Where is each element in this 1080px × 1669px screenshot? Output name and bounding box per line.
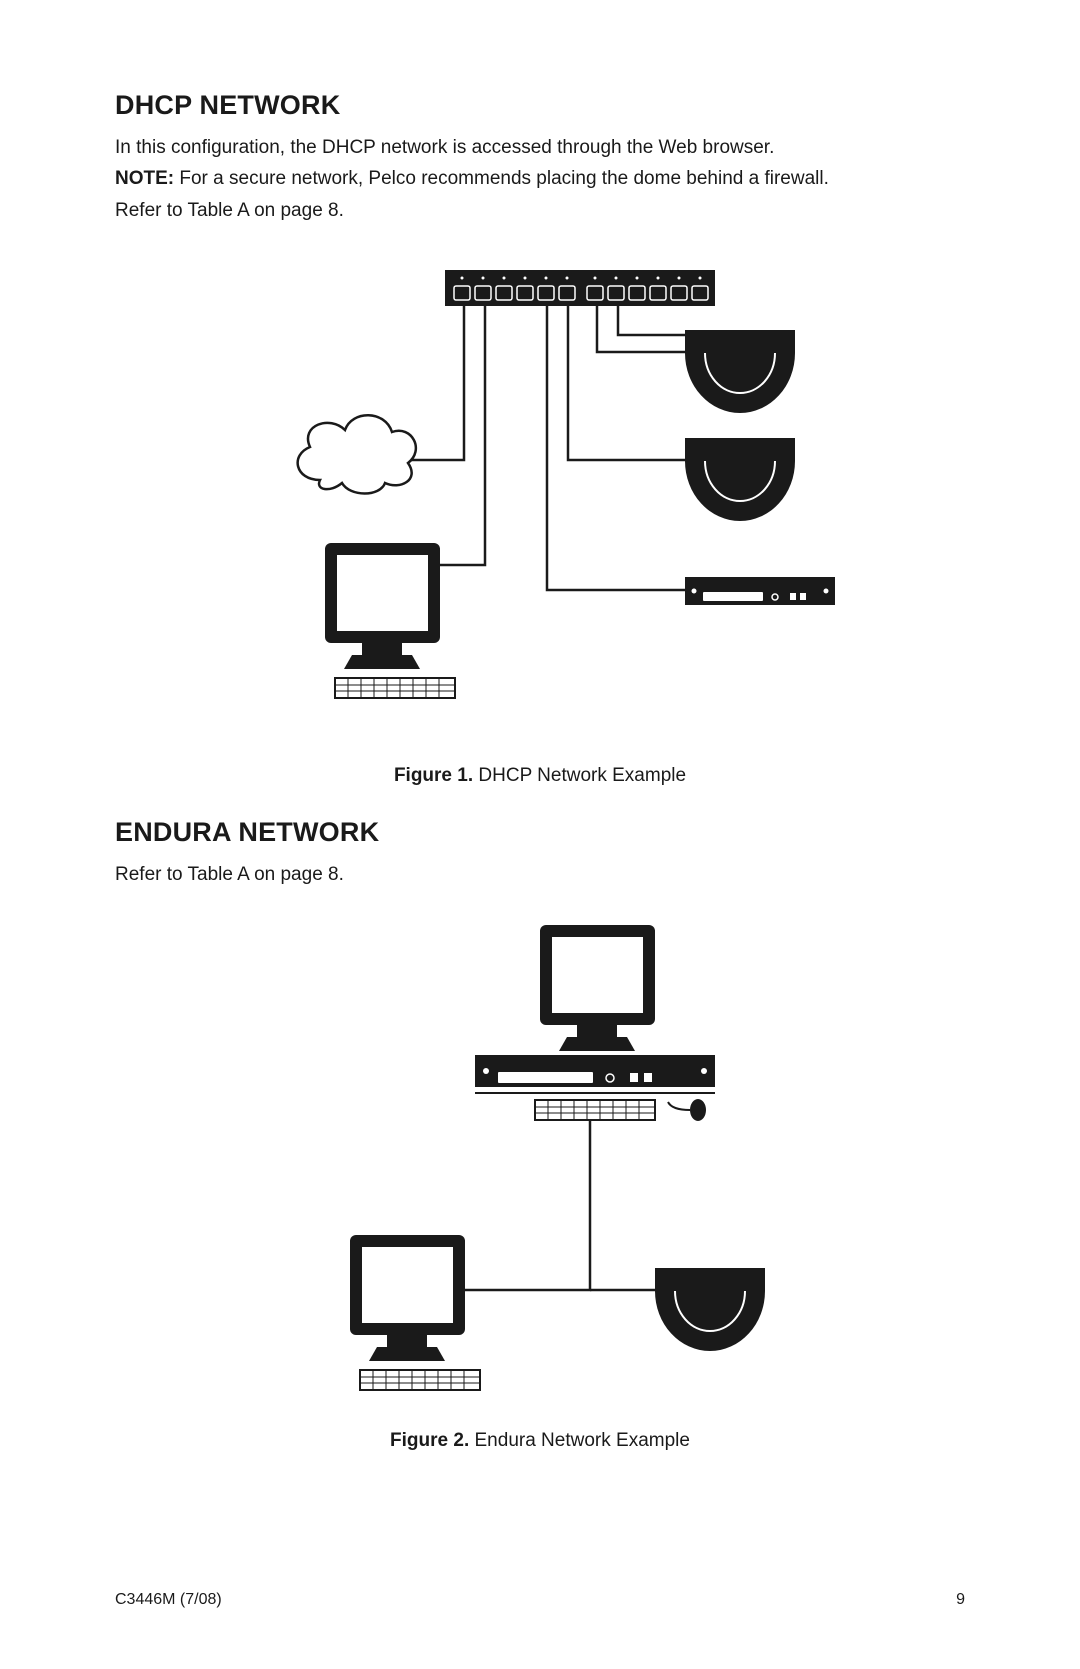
caption-text: DHCP Network Example bbox=[473, 765, 686, 786]
body-paragraph: In this configuration, the DHCP network … bbox=[115, 133, 965, 162]
switch-icon bbox=[445, 270, 715, 306]
body-paragraph: Refer to Table A on page 8. bbox=[115, 860, 965, 889]
dome-camera-icon bbox=[655, 1268, 765, 1351]
caption-text: Endura Network Example bbox=[469, 1430, 690, 1451]
computer-icon bbox=[540, 925, 655, 1051]
note-line: NOTE: For a secure network, Pelco recomm… bbox=[115, 164, 965, 193]
computer-icon bbox=[350, 1235, 480, 1390]
page-footer: C3446M (7/08) 9 bbox=[115, 1591, 965, 1609]
dhcp-network-diagram bbox=[240, 255, 840, 755]
wires bbox=[455, 1120, 655, 1290]
figure-2: Figure 2. Endura Network Example bbox=[115, 920, 965, 1452]
body-paragraph: Refer to Table A on page 8. bbox=[115, 196, 965, 225]
rack-server-icon bbox=[475, 1055, 715, 1094]
figure-caption: Figure 2. Endura Network Example bbox=[115, 1430, 965, 1452]
figure-1: Figure 1. DHCP Network Example bbox=[115, 255, 965, 787]
keyboard-icon bbox=[535, 1099, 706, 1121]
page-number: 9 bbox=[956, 1591, 965, 1609]
caption-label: Figure 2. bbox=[390, 1430, 469, 1451]
doc-id: C3446M (7/08) bbox=[115, 1591, 222, 1609]
section-title-dhcp: DHCP NETWORK bbox=[115, 90, 965, 121]
figure-caption: Figure 1. DHCP Network Example bbox=[115, 765, 965, 787]
note-text: For a secure network, Pelco recommends p… bbox=[174, 168, 829, 189]
caption-label: Figure 1. bbox=[394, 765, 473, 786]
dome-camera-icon bbox=[685, 330, 795, 413]
note-label: NOTE: bbox=[115, 168, 174, 189]
dome-camera-icon bbox=[685, 438, 795, 521]
cloud-icon bbox=[298, 416, 416, 494]
rack-server-icon bbox=[685, 577, 835, 605]
wires bbox=[405, 306, 710, 590]
section-title-endura: ENDURA NETWORK bbox=[115, 817, 965, 848]
endura-network-diagram bbox=[260, 920, 820, 1420]
computer-icon bbox=[325, 543, 455, 698]
